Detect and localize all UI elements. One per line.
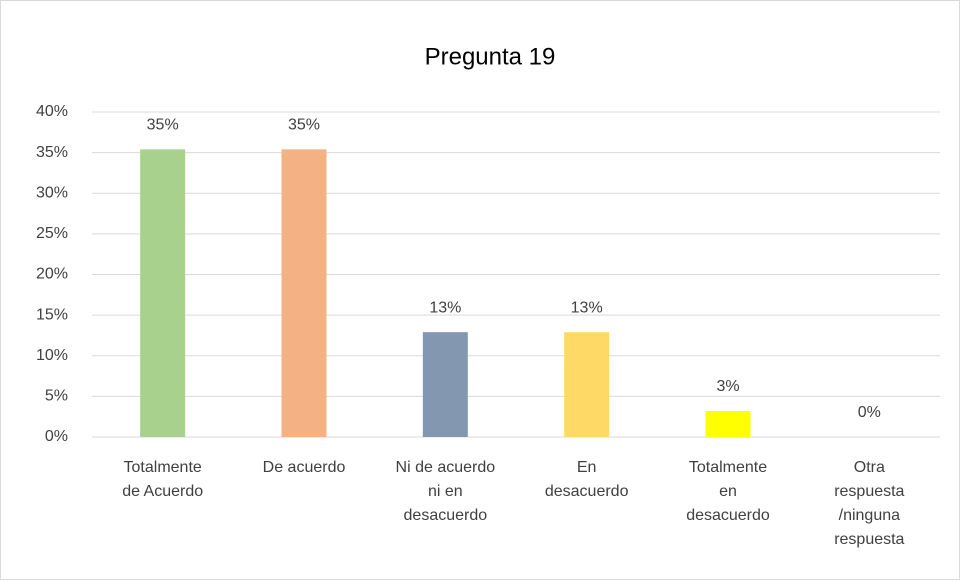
- x-tick-label: Totalmente en desacuerdo: [686, 459, 770, 524]
- bar: [422, 332, 468, 437]
- y-tick-label: 15%: [36, 306, 68, 323]
- y-tick-label: 40%: [36, 103, 68, 120]
- x-tick-label-line: En: [577, 459, 597, 476]
- bar: [564, 332, 610, 437]
- x-tick-label-line: respuesta: [834, 483, 904, 500]
- y-tick-label: 35%: [36, 144, 68, 161]
- y-tick-label: 10%: [36, 347, 68, 364]
- chart-title: Pregunta 19: [425, 43, 556, 70]
- x-tick-label: En desacuerdo: [545, 459, 629, 500]
- x-tick-label: Otra respuesta/ninguna respuesta: [834, 459, 904, 548]
- data-label: 13%: [571, 299, 603, 316]
- x-tick-label: De acuerdo: [263, 459, 346, 476]
- bar: [140, 149, 186, 437]
- x-tick-label-line: /ninguna: [839, 507, 900, 524]
- data-label: 3%: [716, 378, 739, 395]
- x-tick-label-line: De acuerdo: [263, 459, 346, 476]
- x-tick-label-line: Totalmente: [689, 459, 767, 476]
- data-label: 35%: [288, 117, 320, 134]
- x-tick-label-line: desacuerdo: [545, 483, 629, 500]
- data-label: 35%: [147, 117, 179, 134]
- x-tick-label: Totalmente de Acuerdo: [122, 459, 203, 500]
- x-tick-label-line: respuesta: [834, 531, 904, 548]
- data-label: 13%: [429, 299, 461, 316]
- x-tick-label-line: en: [719, 483, 737, 500]
- bar: [705, 411, 751, 437]
- x-tick-label-line: desacuerdo: [686, 507, 770, 524]
- y-tick-label: 5%: [45, 388, 68, 405]
- x-tick-label-line: Ni de acuerdo: [396, 459, 496, 476]
- y-tick-label: 30%: [36, 184, 68, 201]
- x-tick-label-line: de Acuerdo: [122, 483, 203, 500]
- y-tick-label: 0%: [45, 428, 68, 445]
- y-tick-label: 20%: [36, 266, 68, 283]
- data-label: 0%: [858, 404, 881, 421]
- x-tick-label-line: Totalmente: [124, 459, 202, 476]
- bar: [281, 149, 327, 437]
- x-tick-label: Ni de acuerdo ni en desacuerdo: [396, 459, 496, 524]
- x-tick-label-line: desacuerdo: [404, 507, 488, 524]
- y-tick-label: 25%: [36, 225, 68, 242]
- x-tick-label-line: Otra: [854, 459, 885, 476]
- x-tick-label-line: ni en: [428, 483, 463, 500]
